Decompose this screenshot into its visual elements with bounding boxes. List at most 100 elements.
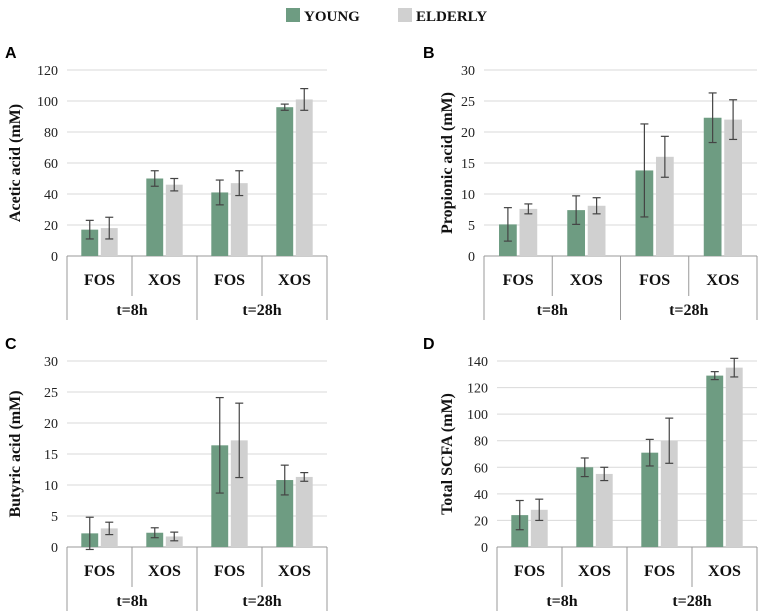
- category-label: FOS: [214, 563, 245, 580]
- group-label: t=8h: [116, 593, 147, 610]
- category-label: XOS: [148, 272, 181, 289]
- panel-label-b: B: [423, 45, 435, 62]
- bar-elderly: [519, 208, 538, 256]
- legend-label-young: YOUNG: [304, 9, 360, 25]
- bar-elderly: [100, 228, 118, 256]
- y-axis-label: Acetic acid (mM): [7, 104, 24, 222]
- y-tick-label: 15: [461, 157, 475, 172]
- bar-elderly: [295, 476, 313, 547]
- y-tick-label: 5: [468, 219, 475, 234]
- category-label: XOS: [570, 272, 603, 289]
- y-tick-label: 0: [481, 541, 488, 556]
- y-tick-label: 20: [474, 514, 488, 529]
- y-tick-label: 120: [467, 382, 488, 397]
- y-tick-label: 20: [44, 219, 58, 234]
- bar-young: [276, 107, 294, 256]
- y-tick-label: 0: [468, 250, 475, 265]
- y-tick-label: 20: [461, 126, 475, 141]
- category-label: FOS: [639, 272, 670, 289]
- bar-young: [146, 178, 164, 256]
- y-tick-label: 5: [51, 510, 58, 525]
- bar-young: [81, 229, 99, 256]
- group-label: t=28h: [242, 302, 281, 319]
- category-label: XOS: [278, 563, 311, 580]
- legend-label-elderly: ELDERLY: [416, 9, 487, 25]
- y-tick-label: 30: [461, 64, 475, 79]
- bar-elderly: [587, 205, 606, 256]
- y-axis-label: Total SCFA (mM): [439, 393, 456, 515]
- category-label: FOS: [214, 272, 245, 289]
- bar-young: [211, 445, 229, 547]
- bar-elderly: [725, 367, 743, 547]
- y-tick-label: 25: [44, 386, 58, 401]
- group-label: t=28h: [672, 593, 711, 610]
- legend-swatch-elderly: [398, 8, 412, 22]
- bar-young: [641, 452, 659, 547]
- y-tick-label: 80: [474, 435, 488, 450]
- panel-label-c: C: [5, 336, 17, 353]
- y-tick-label: 25: [461, 95, 475, 110]
- y-tick-label: 0: [51, 541, 58, 556]
- category-label: FOS: [503, 272, 534, 289]
- y-tick-label: 40: [44, 188, 58, 203]
- bar-elderly: [165, 536, 183, 547]
- category-label: XOS: [148, 563, 181, 580]
- y-axis-label: Propionic acid (mM): [439, 92, 456, 234]
- group-label: t=28h: [242, 593, 281, 610]
- y-tick-label: 80: [44, 126, 58, 141]
- y-tick-label: 10: [461, 188, 475, 203]
- bar-young: [567, 210, 586, 256]
- bar-young: [706, 375, 724, 547]
- legend: YOUNG ELDERLY: [286, 8, 487, 25]
- y-tick-label: 120: [37, 64, 58, 79]
- bar-young: [576, 467, 594, 547]
- bar-elderly: [724, 119, 742, 256]
- y-tick-label: 0: [51, 250, 58, 265]
- bar-elderly: [230, 440, 248, 547]
- y-axis-label: Butyric acid (mM): [7, 390, 24, 517]
- bar-young: [276, 480, 294, 547]
- bar-elderly: [295, 99, 313, 256]
- category-label: FOS: [644, 563, 675, 580]
- panel-label-a: A: [5, 45, 17, 62]
- bar-elderly: [660, 440, 678, 547]
- bar-elderly: [655, 156, 674, 256]
- bar-young: [146, 532, 164, 547]
- y-tick-label: 100: [37, 95, 58, 110]
- y-tick-label: 10: [44, 479, 58, 494]
- category-label: FOS: [84, 272, 115, 289]
- y-tick-label: 60: [474, 461, 488, 476]
- bar-young: [703, 117, 722, 257]
- y-tick-label: 100: [467, 408, 488, 423]
- category-label: XOS: [578, 563, 611, 580]
- category-label: XOS: [706, 272, 739, 289]
- y-tick-label: 60: [44, 157, 58, 172]
- group-label: t=8h: [546, 593, 577, 610]
- bar-elderly: [100, 528, 118, 547]
- legend-swatch-young: [286, 8, 300, 22]
- y-tick-label: 140: [467, 355, 488, 370]
- bar-elderly: [595, 473, 613, 547]
- y-tick-label: 20: [44, 417, 58, 432]
- bar-elderly: [230, 183, 248, 256]
- group-label: t=8h: [537, 302, 568, 319]
- bar-young: [211, 192, 229, 256]
- y-tick-label: 30: [44, 355, 58, 370]
- panel-label-d: D: [423, 336, 435, 353]
- group-label: t=8h: [116, 302, 147, 319]
- bar-elderly: [165, 184, 183, 256]
- category-label: FOS: [84, 563, 115, 580]
- group-label: t=28h: [669, 302, 708, 319]
- bar-elderly: [530, 509, 548, 547]
- category-label: XOS: [708, 563, 741, 580]
- category-label: FOS: [514, 563, 545, 580]
- y-tick-label: 40: [474, 488, 488, 503]
- category-label: XOS: [278, 272, 311, 289]
- y-tick-label: 15: [44, 448, 58, 463]
- bar-young: [511, 515, 529, 547]
